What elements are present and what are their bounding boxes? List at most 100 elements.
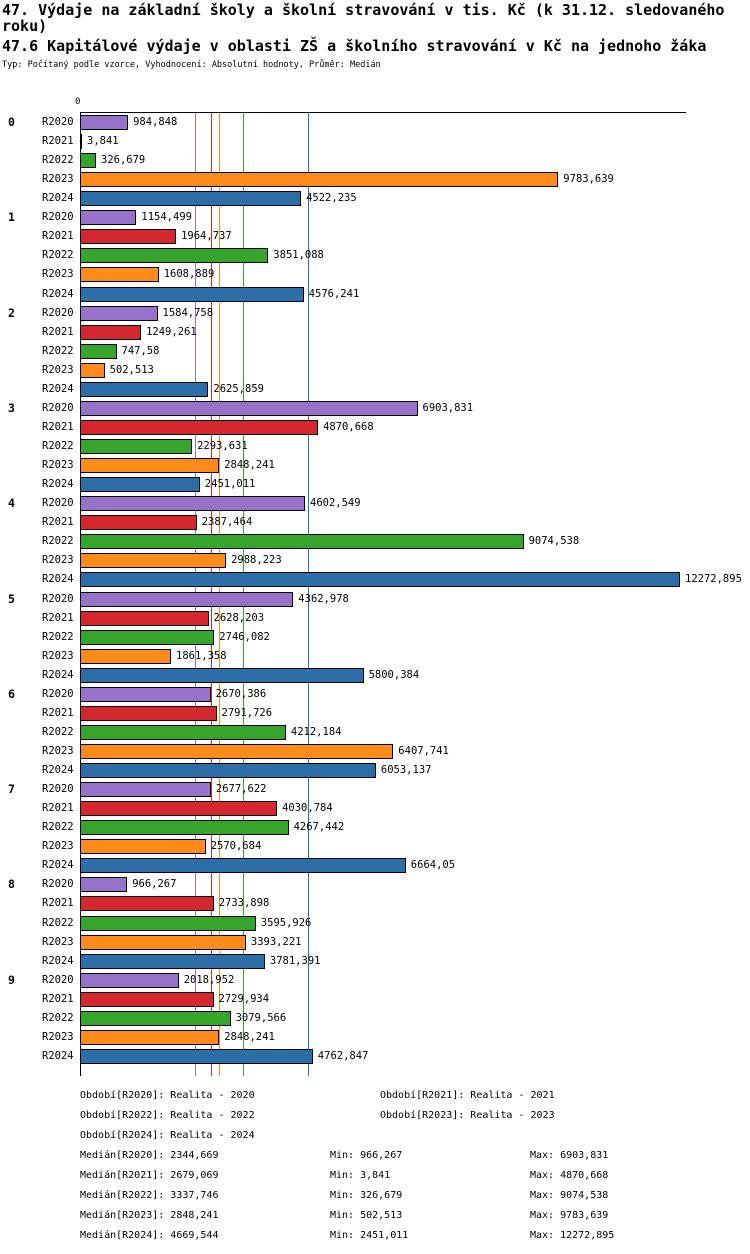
stat-max: Max: 4870,668 xyxy=(530,1170,609,1181)
bar-R2023 xyxy=(80,743,394,759)
series-row-label: R2024 xyxy=(42,382,74,395)
bar-R2022 xyxy=(80,1010,231,1026)
series-row-label: R2022 xyxy=(42,725,74,738)
stat-median: Medián[R2021]: 2679,069 xyxy=(80,1170,219,1181)
median-line-R2024 xyxy=(308,112,310,1076)
bar-R2023 xyxy=(80,172,559,188)
group-label: 0 xyxy=(8,115,15,129)
bar-value-label: 1584,758 xyxy=(162,306,214,319)
bar-R2024 xyxy=(80,381,209,397)
chart-title: 47.6 Kapitálové výdaje v oblasti ZŠ a šk… xyxy=(2,37,707,55)
series-row-label: R2024 xyxy=(42,668,74,681)
bar-R2020 xyxy=(80,115,129,130)
series-row-label: R2020 xyxy=(42,687,74,700)
bar-value-label: 2733,898 xyxy=(218,897,270,910)
series-row-label: R2023 xyxy=(42,840,74,853)
series-row-label: R2020 xyxy=(42,783,74,796)
series-row-label: R2022 xyxy=(42,249,74,262)
series-row-label: R2020 xyxy=(42,497,74,510)
bar-value-label: 1608,889 xyxy=(163,268,215,281)
bar-value-label: 2451,011 xyxy=(204,478,256,491)
bar-R2020 xyxy=(80,496,305,512)
series-row-label: R2022 xyxy=(42,630,74,643)
bar-R2023 xyxy=(80,648,171,664)
series-row-label: R2021 xyxy=(42,135,74,148)
series-row-label: R2022 xyxy=(42,916,74,929)
series-row-label: R2022 xyxy=(42,1011,74,1024)
bar-value-label: 4522,235 xyxy=(306,192,357,205)
series-row-label: R2020 xyxy=(42,878,74,891)
bar-R2021 xyxy=(80,229,177,245)
bar-value-label: 4602,549 xyxy=(310,497,361,510)
chart-meta-line: Typ: Počítaný podle vzorce, Vyhodnocení:… xyxy=(2,60,381,70)
bar-value-label: 6407,741 xyxy=(398,744,449,757)
bar-value-label: 1964,737 xyxy=(181,230,232,243)
bar-R2024 xyxy=(80,667,364,683)
series-row-label: R2023 xyxy=(42,935,74,948)
series-row-label: R2023 xyxy=(42,554,74,567)
bar-value-label: 4762,847 xyxy=(317,1049,369,1062)
bar-value-label: 747,58 xyxy=(121,344,160,357)
group-label: 7 xyxy=(8,782,15,797)
bar-value-label: 4362,978 xyxy=(298,592,349,605)
stat-min: Min: 502,513 xyxy=(330,1210,403,1221)
group-label: 9 xyxy=(8,972,15,987)
group-label: 6 xyxy=(8,686,15,701)
bar-R2024 xyxy=(80,858,406,874)
bar-value-label: 4870,668 xyxy=(323,420,374,433)
stat-max: Max: 9783,639 xyxy=(530,1210,609,1221)
bar-R2021 xyxy=(80,896,214,912)
bar-R2020 xyxy=(80,877,128,893)
bar-R2024 xyxy=(80,191,302,207)
series-row-label: R2020 xyxy=(42,973,74,986)
bar-R2021 xyxy=(80,610,209,626)
series-row-label: R2022 xyxy=(42,344,74,357)
series-row-label: R2023 xyxy=(42,173,74,186)
series-row-label: R2021 xyxy=(42,325,74,338)
bar-value-label: 2848,241 xyxy=(224,1030,275,1043)
stat-min: Min: 3,841 xyxy=(330,1170,391,1181)
bar-value-label: 502,513 xyxy=(109,363,154,376)
bar-R2021 xyxy=(80,324,142,340)
bar-R2024 xyxy=(80,286,304,302)
group-label: 3 xyxy=(8,400,15,415)
group-label: 8 xyxy=(8,877,15,892)
bar-R2024 xyxy=(80,953,265,969)
legend-item: Období[R2021]: Realita - 2021 xyxy=(380,1090,555,1101)
bar-value-label: 2988,223 xyxy=(231,554,282,567)
group-label: 5 xyxy=(8,591,15,606)
series-row-label: R2021 xyxy=(42,992,74,1005)
series-row-label: R2021 xyxy=(42,230,74,243)
stat-max: Max: 6903,831 xyxy=(530,1150,609,1161)
bar-value-label: 2628,203 xyxy=(213,611,265,624)
bar-R2023 xyxy=(80,458,220,474)
bar-value-label: 1861,358 xyxy=(176,649,227,662)
bar-R2021 xyxy=(80,991,214,1007)
bar-value-label: 2570,684 xyxy=(210,840,262,853)
bar-R2022 xyxy=(80,915,256,931)
series-row-label: R2022 xyxy=(42,821,74,834)
series-row-label: R2023 xyxy=(42,459,74,472)
x-axis-origin-label: 0 xyxy=(75,97,81,107)
report-title: 47. Výdaje na základní školy a školní st… xyxy=(2,1,725,35)
series-row-label: R2022 xyxy=(42,154,74,167)
series-row-label: R2021 xyxy=(42,897,74,910)
bar-R2022 xyxy=(80,724,286,740)
bar-R2023 xyxy=(80,934,246,950)
bar-R2022 xyxy=(80,343,117,359)
bar-R2021 xyxy=(80,705,217,721)
bar-R2022 xyxy=(80,439,193,455)
series-row-label: R2023 xyxy=(42,1030,74,1043)
bar-value-label: 1154,499 xyxy=(141,211,192,224)
series-row-label: R2021 xyxy=(42,420,74,433)
series-row-label: R2021 xyxy=(42,611,74,624)
stat-min: Min: 966,267 xyxy=(330,1150,403,1161)
bar-value-label: 3851,088 xyxy=(273,249,324,262)
bar-value-label: 6664,05 xyxy=(410,859,456,872)
bar-value-label: 2677,622 xyxy=(215,783,267,796)
bar-value-label: 6053,137 xyxy=(380,764,432,777)
stat-max: Max: 12272,895 xyxy=(530,1230,615,1241)
series-row-label: R2022 xyxy=(42,535,74,548)
bar-R2024 xyxy=(80,572,680,588)
